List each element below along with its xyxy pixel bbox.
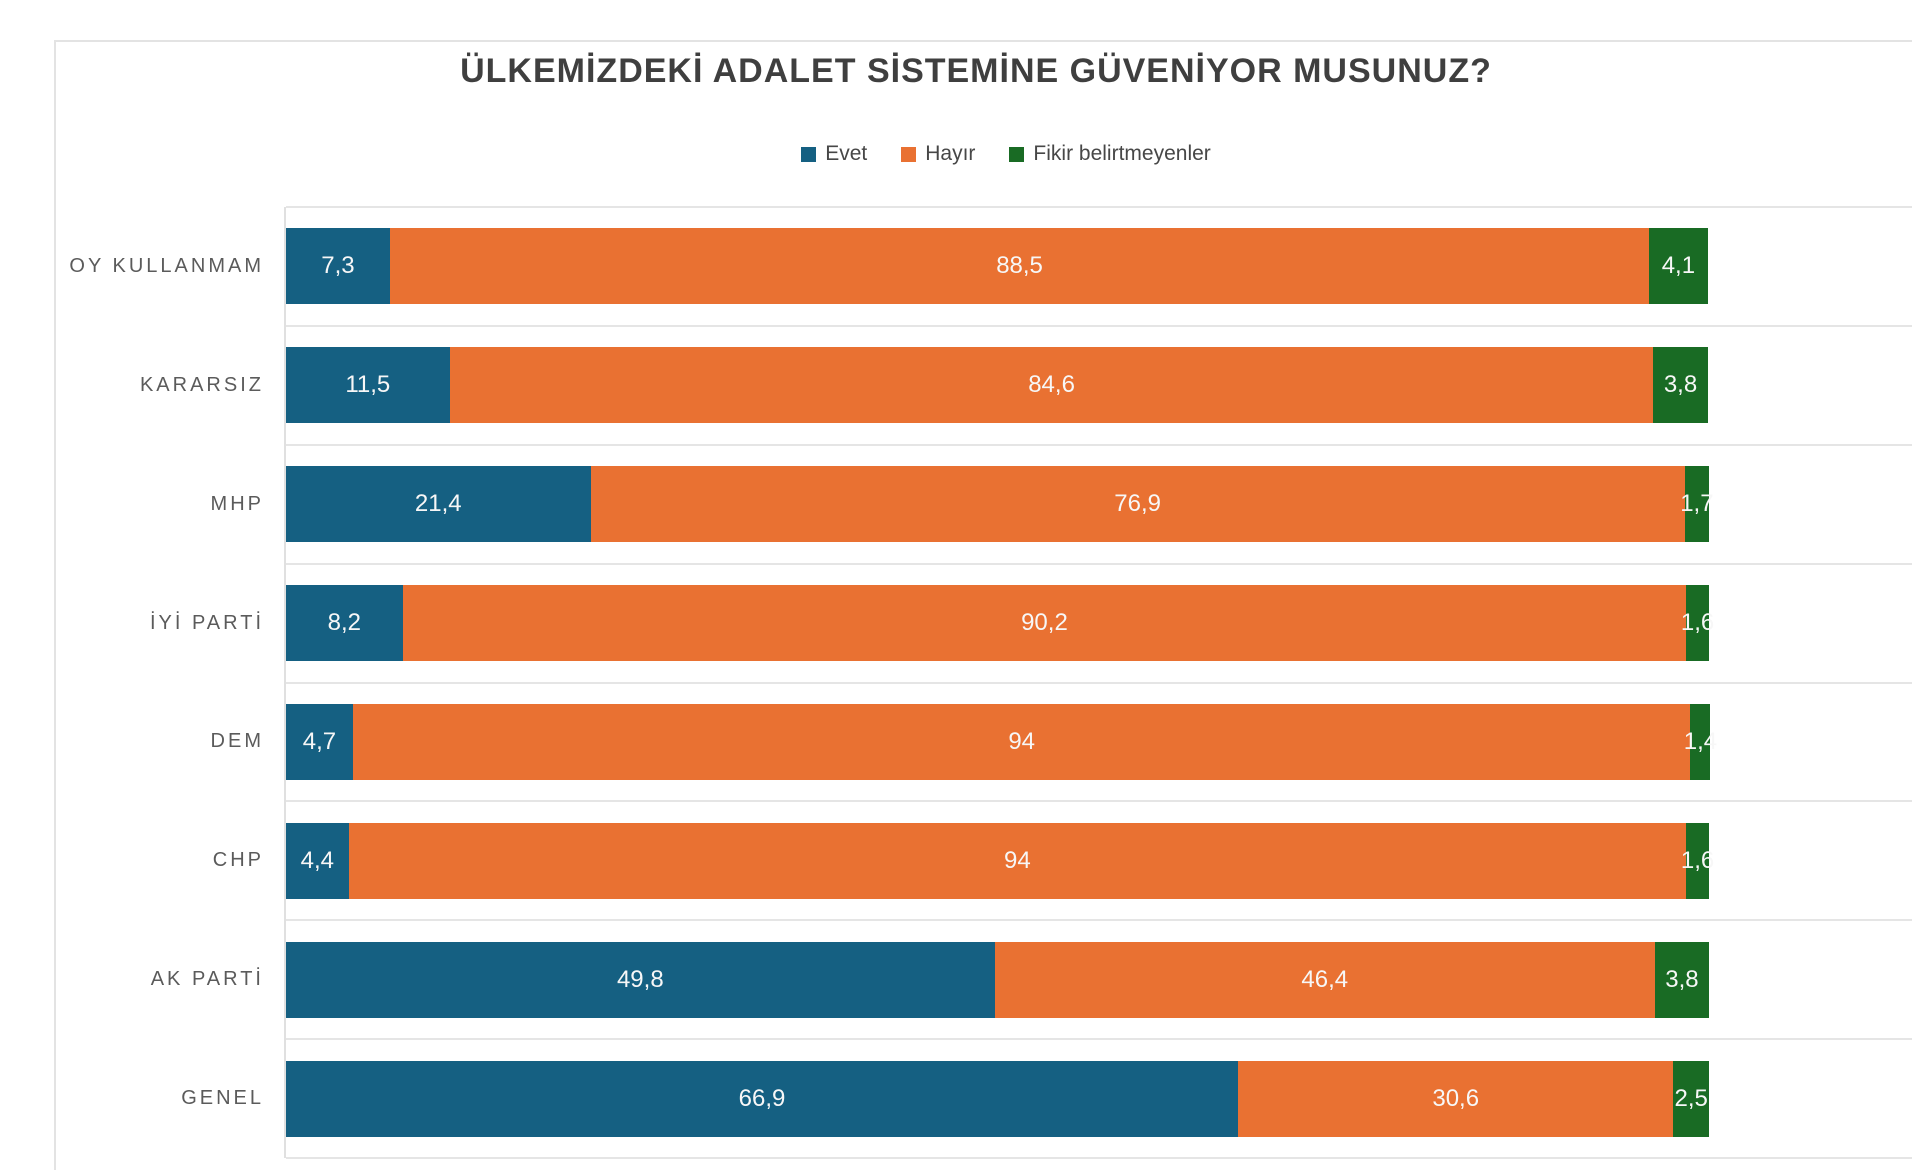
category-label: KARARSIZ	[139, 373, 264, 396]
category-label: OY KULLANMAM	[69, 254, 264, 277]
gridline	[286, 1157, 1912, 1159]
legend-label: Hayır	[925, 142, 976, 165]
chart-legend: Evet Hayır Fikir belirtmeyenler	[56, 138, 1912, 170]
data-label: 21,4	[414, 490, 462, 518]
bar-segment-evet: 49,8	[286, 941, 995, 1018]
bar-segment-evet: 4,7	[286, 703, 353, 780]
gridline	[286, 1038, 1912, 1041]
data-label: 1,4	[1683, 727, 1718, 755]
bar-segment-hay-r: 46,4	[994, 941, 1655, 1018]
bar-segment-hay-r: 94	[352, 703, 1691, 780]
bar-segment-fikir-belirtmeyenler: 3,8	[1653, 347, 1708, 424]
bar-segment-fikir-belirtmeyenler: 3,8	[1654, 941, 1709, 1018]
bar-segment-fikir-belirtmeyenler: 1,6	[1681, 822, 1714, 899]
gridline	[286, 919, 1912, 922]
data-label: 76,9	[1114, 490, 1162, 518]
legend-swatch-icon	[901, 146, 917, 162]
bar-segment-hay-r: 88,5	[389, 228, 1650, 305]
bar-row: 21,4 76,9 1,7	[286, 466, 1714, 543]
data-label: 4,7	[302, 727, 337, 755]
bar-row: 66,9 30,6 2,5	[286, 1060, 1709, 1137]
bar-row: 4,4 94 1,6	[286, 822, 1714, 899]
legend-swatch-icon	[801, 146, 817, 162]
bar-segment-hay-r: 90,2	[402, 585, 1687, 662]
bar-row: 4,7 94 1,4	[286, 703, 1717, 780]
bar-segment-hay-r: 76,9	[590, 466, 1685, 543]
data-label: 94	[1004, 846, 1031, 874]
legend-label: Fikir belirtmeyenler	[1033, 142, 1211, 165]
data-label: 1,6	[1680, 846, 1715, 874]
bar-segment-fikir-belirtmeyenler: 1,7	[1680, 466, 1714, 543]
legend-label: Evet	[825, 142, 868, 165]
bar-segment-hay-r: 84,6	[449, 347, 1654, 424]
data-label: 30,6	[1432, 1084, 1480, 1112]
bar-segment-evet: 11,5	[286, 347, 450, 424]
data-label: 46,4	[1301, 965, 1349, 993]
chart-title: ÜLKEMİZDEKİ ADALET SİSTEMİNE GÜVENİYOR M…	[460, 52, 1492, 90]
data-label: 88,5	[996, 252, 1043, 280]
legend-item-1: Evet	[801, 142, 867, 166]
gridline	[286, 443, 1912, 446]
gridline	[286, 681, 1912, 684]
category-label: AK PARTİ	[150, 968, 264, 991]
category-label: İYİ PARTİ	[149, 611, 264, 634]
bar-segment-evet: 21,4	[286, 466, 591, 543]
plot-area: 7,3 88,5 4,1 11,5 84,6 3,8 21,4 76,9 1,7 8,2 90,2 1…	[284, 206, 1912, 1159]
data-label: 4,1	[1661, 252, 1696, 280]
category-label: CHP	[212, 849, 264, 872]
bar-row: 11,5 84,6 3,8	[286, 347, 1708, 424]
bar-segment-evet: 7,3	[286, 228, 390, 305]
chart-panel: ÜLKEMİZDEKİ ADALET SİSTEMİNE GÜVENİYOR M…	[54, 40, 1912, 1170]
category-label: GENEL	[181, 1087, 264, 1110]
gridline	[286, 562, 1912, 565]
data-label: 66,9	[738, 1084, 786, 1112]
bar-row: 49,8 46,4 3,8	[286, 941, 1709, 1018]
data-label: 11,5	[345, 371, 391, 399]
category-label: MHP	[210, 492, 264, 515]
bar-row: 8,2 90,2 1,6	[286, 585, 1714, 662]
data-label: 7,3	[321, 252, 355, 280]
gridline	[286, 206, 1912, 208]
data-label: 1,7	[1680, 490, 1714, 518]
category-label: DEM	[210, 730, 264, 753]
data-label: 90,2	[1021, 609, 1068, 637]
bar-segment-evet: 4,4	[286, 822, 349, 899]
category-axis-labels: OY KULLANMAM KARARSIZ MHP İYİ PARTİ DEM CHP AK…	[56, 207, 264, 1158]
legend-swatch-icon	[1009, 146, 1025, 162]
bar-segment-fikir-belirtmeyenler: 4,1	[1649, 228, 1708, 305]
bar-segment-evet: 66,9	[286, 1060, 1238, 1137]
data-label: 2,5	[1674, 1084, 1708, 1112]
data-label: 1,6	[1680, 609, 1715, 637]
gridline	[286, 800, 1912, 803]
bar-segment-evet: 8,2	[286, 585, 403, 662]
data-label: 49,8	[616, 965, 664, 993]
bar-segment-fikir-belirtmeyenler: 1,6	[1681, 585, 1714, 662]
bar-segment-fikir-belirtmeyenler: 2,5	[1673, 1060, 1709, 1137]
data-label: 84,6	[1028, 371, 1075, 399]
bar-segment-hay-r: 30,6	[1237, 1060, 1674, 1137]
data-label: 8,2	[327, 609, 362, 637]
legend-item-3: Fikir belirtmeyenler	[1009, 142, 1211, 166]
data-label: 4,4	[300, 846, 334, 874]
legend-item-2: Hayır	[901, 142, 975, 166]
data-label: 3,8	[1665, 965, 1699, 993]
bar-row: 7,3 88,5 4,1	[286, 228, 1708, 305]
gridline	[286, 324, 1912, 327]
bar-segment-fikir-belirtmeyenler: 1,4	[1684, 703, 1717, 780]
bar-segment-hay-r: 94	[348, 822, 1687, 899]
data-label: 3,8	[1663, 371, 1698, 399]
data-label: 94	[1008, 727, 1036, 755]
